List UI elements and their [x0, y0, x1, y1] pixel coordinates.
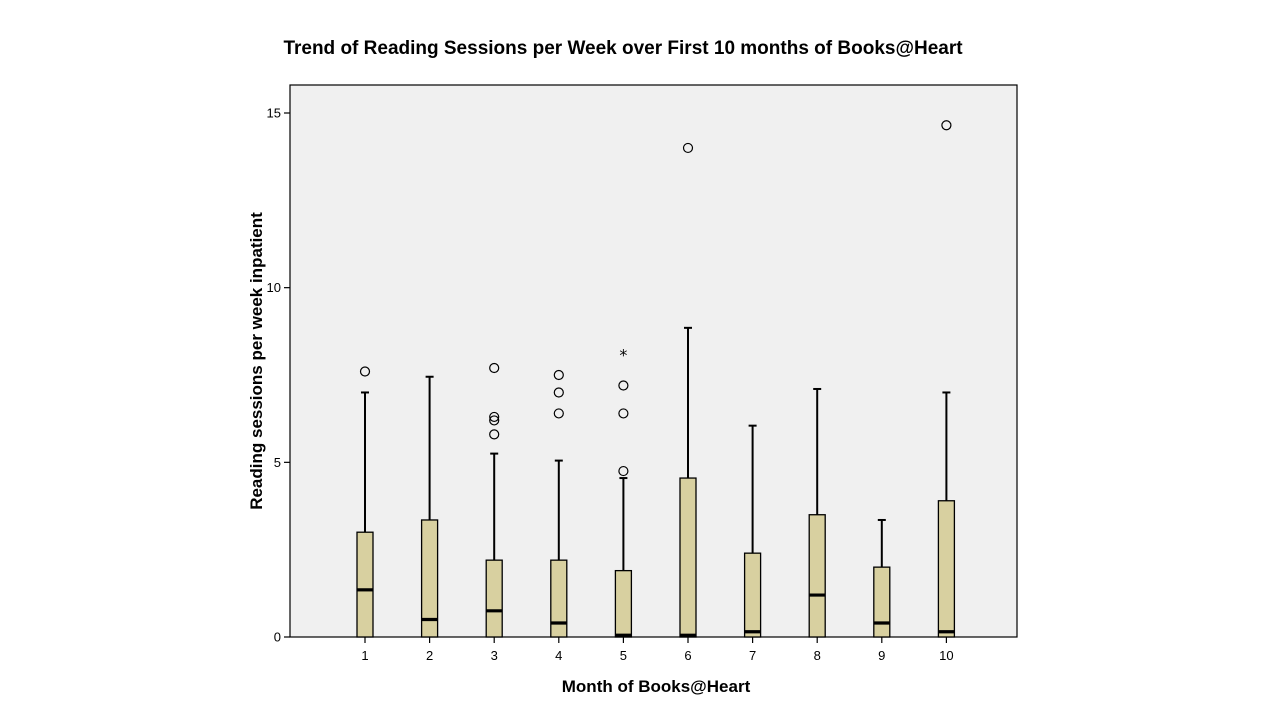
outlier-point	[489, 429, 500, 440]
x-tick-label: 10	[939, 648, 953, 663]
x-tick-label: 3	[491, 648, 498, 663]
box-iqr	[550, 559, 568, 638]
outlier-point	[618, 380, 629, 391]
y-tick-label: 15	[267, 106, 281, 121]
chart-title: Trend of Reading Sessions per Week over …	[283, 38, 963, 59]
outlier-point	[618, 465, 629, 477]
outlier-point	[553, 408, 564, 419]
x-tick-label: 4	[555, 648, 562, 663]
box-group-month-10	[937, 120, 956, 638]
box-iqr	[937, 500, 956, 638]
y-axis: 0 5 10 15	[267, 106, 290, 645]
box-group-month-5: *	[614, 345, 633, 638]
extreme-point: *	[619, 345, 627, 364]
box-iqr	[808, 514, 826, 638]
box-group-month-7	[743, 424, 762, 638]
boxes: *	[356, 120, 956, 638]
x-axis: 1 2 3 4 5 6 7 8 9 10	[361, 637, 954, 663]
outlier-point	[618, 408, 629, 419]
x-axis-title: Month of Books@Heart	[562, 677, 751, 696]
y-tick-label: 0	[274, 630, 281, 645]
y-axis-title: Reading sessions per week inpatient	[247, 212, 266, 510]
box-iqr	[873, 566, 891, 638]
x-tick-label: 7	[749, 648, 756, 663]
box-group-month-9	[873, 518, 891, 638]
plot-area	[289, 84, 1018, 638]
outlier-point	[489, 411, 500, 423]
x-tick-label: 9	[878, 648, 885, 663]
outlier-point	[359, 366, 371, 377]
x-tick-label: 2	[426, 648, 433, 663]
outlier-point	[489, 415, 500, 426]
box-iqr	[356, 531, 374, 638]
x-tick-label: 5	[620, 648, 627, 663]
box-group-month-8	[808, 387, 826, 638]
outlier-point	[553, 369, 564, 381]
x-tick-label: 1	[361, 648, 368, 663]
outlier-point	[553, 387, 564, 398]
box-iqr	[679, 477, 697, 638]
box-iqr	[614, 569, 633, 638]
box-group-month-6	[679, 142, 697, 638]
x-tick-label: 6	[684, 648, 691, 663]
box-iqr	[743, 552, 762, 638]
y-tick-label: 10	[267, 280, 281, 295]
y-tick-label: 5	[274, 455, 281, 470]
box-group-month-2	[420, 375, 439, 638]
box-group-month-4	[550, 369, 568, 638]
box-group-month-1	[356, 366, 374, 638]
outlier-point	[489, 362, 500, 374]
x-tick-label: 8	[814, 648, 821, 663]
outlier-point	[682, 142, 694, 154]
box-iqr	[420, 519, 439, 638]
outlier-point	[941, 120, 952, 131]
box-group-month-3	[485, 362, 503, 638]
box-iqr	[485, 559, 503, 638]
